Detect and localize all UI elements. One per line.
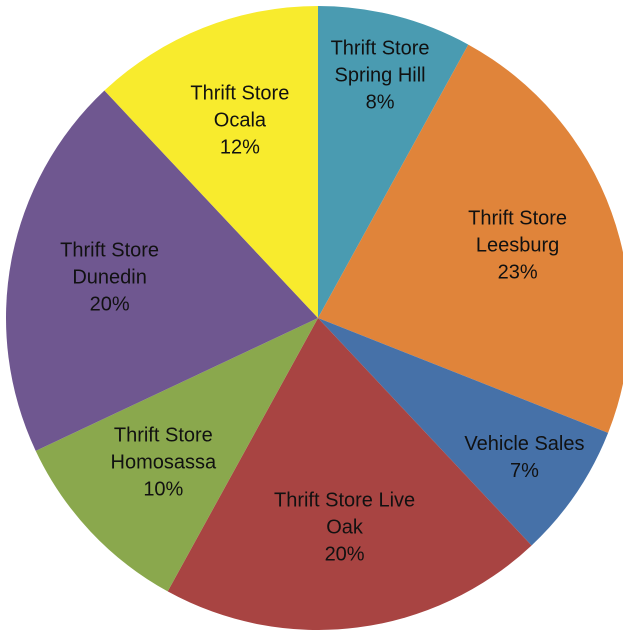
category: Thrift Store Ocala <box>190 82 290 132</box>
category: Thrift Store Homosassa <box>110 424 217 474</box>
slice-label: Thrift Store Ocala 12% <box>165 80 315 161</box>
slice-label: Thrift Store Dunedin 20% <box>35 238 185 319</box>
category: Thrift Store Spring Hill <box>330 37 430 87</box>
value-label: 7% <box>509 460 539 483</box>
category: Thrift Store Dunedin <box>60 239 160 289</box>
slice-label: Thrift Store Spring Hill 8% <box>305 36 455 117</box>
pie-slice <box>318 6 469 318</box>
category: Thrift Store Leesburg <box>468 207 568 257</box>
slice-label: Thrift Store Homosassa 10% <box>88 423 238 504</box>
value-label: 10% <box>143 478 184 501</box>
pie-slice <box>318 318 609 546</box>
category: Vehicle Sales <box>464 433 585 456</box>
pie-slice <box>167 318 532 630</box>
slice-label: Thrift Store Leesburg 23% <box>443 206 593 287</box>
pie-slice <box>6 90 319 451</box>
value-label: 20% <box>89 293 130 316</box>
category: Thrift Store Live Oak <box>273 489 416 539</box>
slice-label: Vehicle Sales 7% <box>449 431 599 485</box>
value-label: 23% <box>497 261 538 284</box>
pie-slice <box>35 318 318 592</box>
slice-label: Thrift Store Live Oak 20% <box>270 488 420 569</box>
pie-slice <box>104 6 319 318</box>
value-label: 20% <box>324 543 365 566</box>
value-label: 8% <box>365 91 395 114</box>
value-label: 12% <box>219 136 260 159</box>
pie-slice <box>318 44 623 433</box>
